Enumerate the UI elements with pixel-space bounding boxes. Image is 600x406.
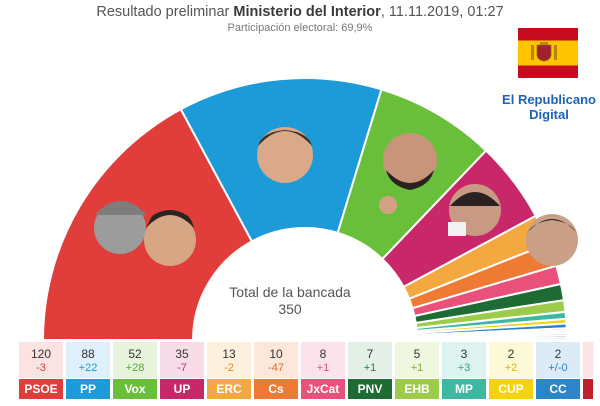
party-abbreviation xyxy=(583,379,593,399)
party-seat-change: -7 xyxy=(177,362,187,374)
party-card-summary: 5 +1 xyxy=(395,342,439,378)
party-seats: 2 xyxy=(507,347,515,361)
portrait-cs-icon xyxy=(526,214,578,266)
party-seat-change: +1 xyxy=(363,362,377,374)
party-seat-change: -47 xyxy=(268,362,284,374)
title-suffix: , 11.11.2019, 01:27 xyxy=(380,4,504,20)
party-card-summary: 7 +1 xyxy=(348,342,392,378)
party-seats: 3 xyxy=(460,347,468,361)
party-abbreviation: CC xyxy=(536,379,580,399)
party-cards: 120 -3 PSOE 88 +22 PP 52 +28 Vox 35 -7 UP 13 -2 ERC 10-… xyxy=(0,342,600,406)
party-card-summary: 13 -2 xyxy=(207,342,251,378)
portrait-pp-icon xyxy=(257,127,313,183)
arc-segment-psoe xyxy=(41,107,254,340)
party-seats: 35 xyxy=(175,347,189,361)
portrait-up-icon xyxy=(448,184,501,236)
party-abbreviation: EHB xyxy=(395,379,439,399)
party-card-summary: 8 +1 xyxy=(301,342,345,378)
party-seat-change: +2 xyxy=(504,362,518,374)
party-card-psoe: 120 -3 PSOE xyxy=(19,342,63,402)
party-seats: 88 xyxy=(81,347,95,361)
spain-flag-icon xyxy=(518,28,578,78)
party-abbreviation: Cs xyxy=(254,379,298,399)
party-seat-change: +1 xyxy=(316,362,330,374)
party-card-summary: 120 -3 xyxy=(19,342,63,378)
party-card-partial xyxy=(583,342,593,402)
arc-group xyxy=(41,77,569,340)
portrait-psoe-1-icon xyxy=(94,201,147,254)
total-caption: Total de la bancada xyxy=(229,284,351,300)
party-seats: 5 xyxy=(413,347,421,361)
party-seat-change: +/-0 xyxy=(548,362,568,374)
party-card-summary: 2 +/-0 xyxy=(536,342,580,378)
party-card-pp: 88 +22 PP xyxy=(66,342,110,402)
title: Resultado preliminar Ministerio del Inte… xyxy=(0,4,600,20)
party-seat-change: -2 xyxy=(224,362,234,374)
party-seats: 120 xyxy=(30,347,52,361)
party-card-summary: 10 -47 xyxy=(254,342,298,378)
flag-stripe-top xyxy=(518,28,578,41)
party-abbreviation: PSOE xyxy=(19,379,63,399)
party-card-jxcat: 8 +1 JxCat xyxy=(301,342,345,402)
title-org: Ministerio del Interior xyxy=(233,4,381,20)
party-card-summary: 2 +2 xyxy=(489,342,533,378)
party-seats: 10 xyxy=(269,347,283,361)
party-seats: 52 xyxy=(128,347,142,361)
portrait-psoe-2-icon xyxy=(144,210,196,266)
party-card-ehb: 5 +1 EHB xyxy=(395,342,439,402)
party-seat-change: +22 xyxy=(78,362,98,374)
turnout-label: Participación electoral: 69,9% xyxy=(227,22,373,34)
party-card-cs: 10 -47 Cs xyxy=(254,342,298,402)
party-abbreviation: CUP xyxy=(489,379,533,399)
brand-logo: El Republicano Digital xyxy=(484,92,600,122)
party-card-summary: 3 +3 xyxy=(442,342,486,378)
party-seats: 7 xyxy=(366,347,374,361)
party-card-cup: 2 +2 CUP xyxy=(489,342,533,402)
party-card-cc: 2 +/-0 CC xyxy=(536,342,580,402)
party-card-summary: 52 +28 xyxy=(113,342,157,378)
party-abbreviation: ERC xyxy=(207,379,251,399)
header: Resultado preliminar Ministerio del Inte… xyxy=(0,4,600,34)
party-card-up: 35 -7 UP xyxy=(160,342,204,402)
party-abbreviation: JxCat xyxy=(301,379,345,399)
arc-segment-other-16 xyxy=(415,336,569,340)
party-seats: 2 xyxy=(554,347,562,361)
party-card-vox: 52 +28 Vox xyxy=(113,342,157,402)
party-abbreviation: PP xyxy=(66,379,110,399)
seat-chart xyxy=(41,77,578,340)
party-seat-change: +1 xyxy=(410,362,424,374)
title-prefix: Resultado preliminar xyxy=(96,4,230,20)
party-seat-change: +3 xyxy=(457,362,471,374)
party-card-summary xyxy=(583,342,593,378)
party-seats: 8 xyxy=(319,347,327,361)
party-card-summary: 35 -7 xyxy=(160,342,204,378)
party-abbreviation: UP xyxy=(160,379,204,399)
party-seat-change: -3 xyxy=(36,362,46,374)
party-seat-change: +28 xyxy=(125,362,145,374)
total-label: Total de la bancada 350 xyxy=(225,284,355,318)
party-abbreviation: Vox xyxy=(113,379,157,399)
party-abbreviation: PNV xyxy=(348,379,392,399)
party-card-erc: 13 -2 ERC xyxy=(207,342,251,402)
party-card-mp: 3 +3 MP xyxy=(442,342,486,402)
brand-line-1: El Republicano xyxy=(502,92,596,107)
brand-line-2: Digital xyxy=(529,107,569,122)
flag-stripe-bottom xyxy=(518,65,578,78)
total-value: 350 xyxy=(278,301,302,317)
party-abbreviation: MP xyxy=(442,379,486,399)
party-card-summary: 88 +22 xyxy=(66,342,110,378)
party-seats: 13 xyxy=(222,347,236,361)
portrait-vox-icon xyxy=(379,133,437,214)
coat-of-arms-icon xyxy=(531,42,557,62)
party-card-pnv: 7 +1 PNV xyxy=(348,342,392,402)
